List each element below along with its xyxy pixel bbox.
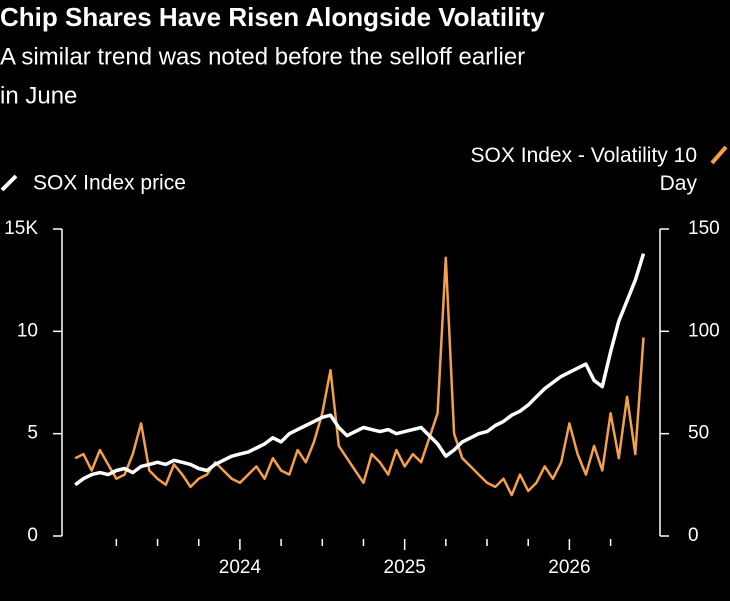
x-tick-label: 2024 xyxy=(219,557,262,578)
x-tick-label: 2025 xyxy=(384,557,426,578)
legend-label: SOX Index price xyxy=(33,172,186,195)
legend-icon xyxy=(0,174,18,192)
series-line xyxy=(74,256,645,497)
legend-label: SOX Index - Volatility 10 Day xyxy=(471,144,698,195)
y-tick-label: 5 xyxy=(27,423,38,444)
y2-tick-label: 0 xyxy=(688,525,699,546)
y-tick-label: 0 xyxy=(27,525,38,546)
y-tick-label: 15K xyxy=(4,218,38,239)
chart-subtitle: in June xyxy=(0,82,77,109)
legend-icon xyxy=(710,145,728,165)
y2-tick-label: 150 xyxy=(688,218,720,239)
chart-title: Chip Shares Have Risen Alongside Volatil… xyxy=(0,2,545,32)
x-tick-label: 2026 xyxy=(548,557,590,578)
y-tick-label: 10 xyxy=(17,320,38,341)
chart-subtitle: A similar trend was noted before the sel… xyxy=(0,43,525,70)
y2-tick-label: 50 xyxy=(688,423,709,444)
series-line xyxy=(74,253,646,487)
y2-tick-label: 100 xyxy=(688,320,720,341)
